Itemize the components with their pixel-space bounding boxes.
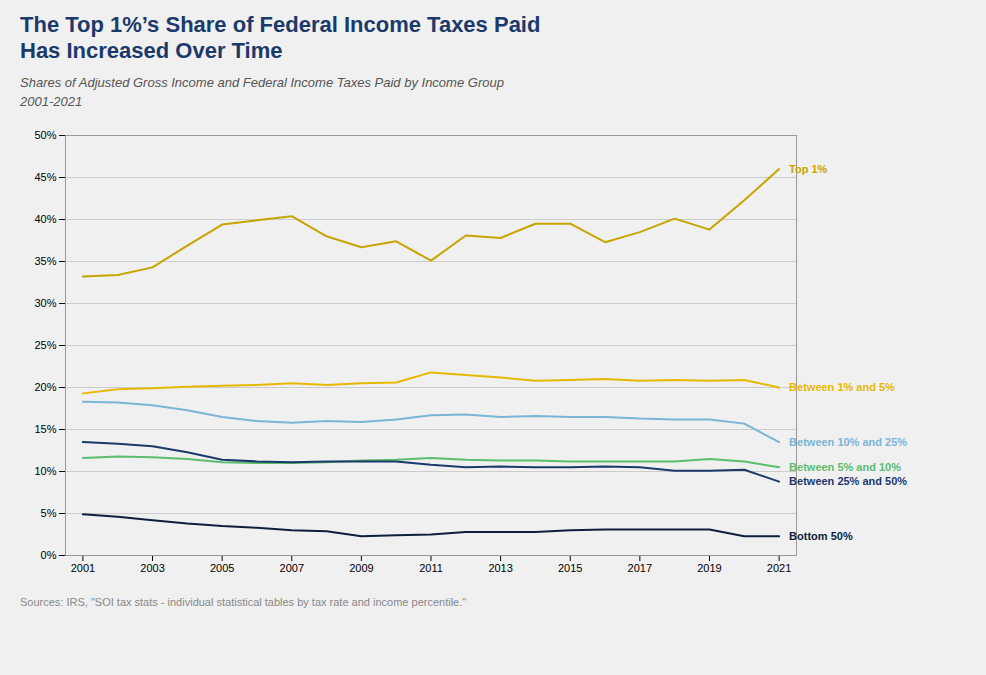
svg-text:Bottom 50%: Bottom 50%	[789, 529, 853, 541]
svg-text:40%: 40%	[34, 213, 56, 225]
svg-text:Between 25% and 50%: Between 25% and 50%	[789, 475, 907, 487]
svg-text:35%: 35%	[34, 255, 56, 267]
html-text:Sources: IRS, "SOI tax stats -: Sources: IRS, "SOI tax stats - individua…	[20, 595, 467, 608]
svg-text:2001: 2001	[71, 562, 95, 574]
svg-text:50%: 50%	[34, 129, 56, 141]
html-text:2001-2021: 2001-2021	[20, 94, 83, 110]
svg-text:Between 1% and 5%: Between 1% and 5%	[789, 381, 895, 393]
svg-text:0%: 0%	[41, 549, 57, 561]
svg-text:2007: 2007	[280, 562, 304, 574]
svg-text:Between 5% and 10%: Between 5% and 10%	[789, 461, 901, 473]
svg-text:2015: 2015	[558, 562, 582, 574]
svg-text:45%: 45%	[34, 171, 56, 183]
svg-text:20%: 20%	[34, 381, 56, 393]
svg-text:5%: 5%	[41, 507, 57, 519]
svg-text:2005: 2005	[210, 562, 234, 574]
svg-text:10%: 10%	[34, 465, 56, 477]
svg-text:Between 10% and 25%: Between 10% and 25%	[789, 435, 907, 447]
svg-text:2009: 2009	[349, 562, 373, 574]
svg-text:30%: 30%	[34, 297, 56, 309]
svg-text:Top 1%: Top 1%	[789, 162, 828, 174]
html-text:Shares of Adjusted Gross Incom: Shares of Adjusted Gross Income and Fede…	[20, 74, 504, 90]
html-text:The Top 1%’s Share of Federal: The Top 1%’s Share of Federal Income Tax…	[20, 12, 541, 37]
svg-text:2011: 2011	[419, 562, 443, 574]
svg-text:2021: 2021	[767, 562, 791, 574]
svg-text:2019: 2019	[697, 562, 721, 574]
svg-text:15%: 15%	[34, 423, 56, 435]
svg-text:2013: 2013	[488, 562, 512, 574]
html-text:Has Increased Over Time: Has Increased Over Time	[20, 38, 283, 64]
svg-text:2017: 2017	[628, 562, 652, 574]
svg-text:2003: 2003	[140, 562, 164, 574]
svg-text:25%: 25%	[34, 339, 56, 351]
